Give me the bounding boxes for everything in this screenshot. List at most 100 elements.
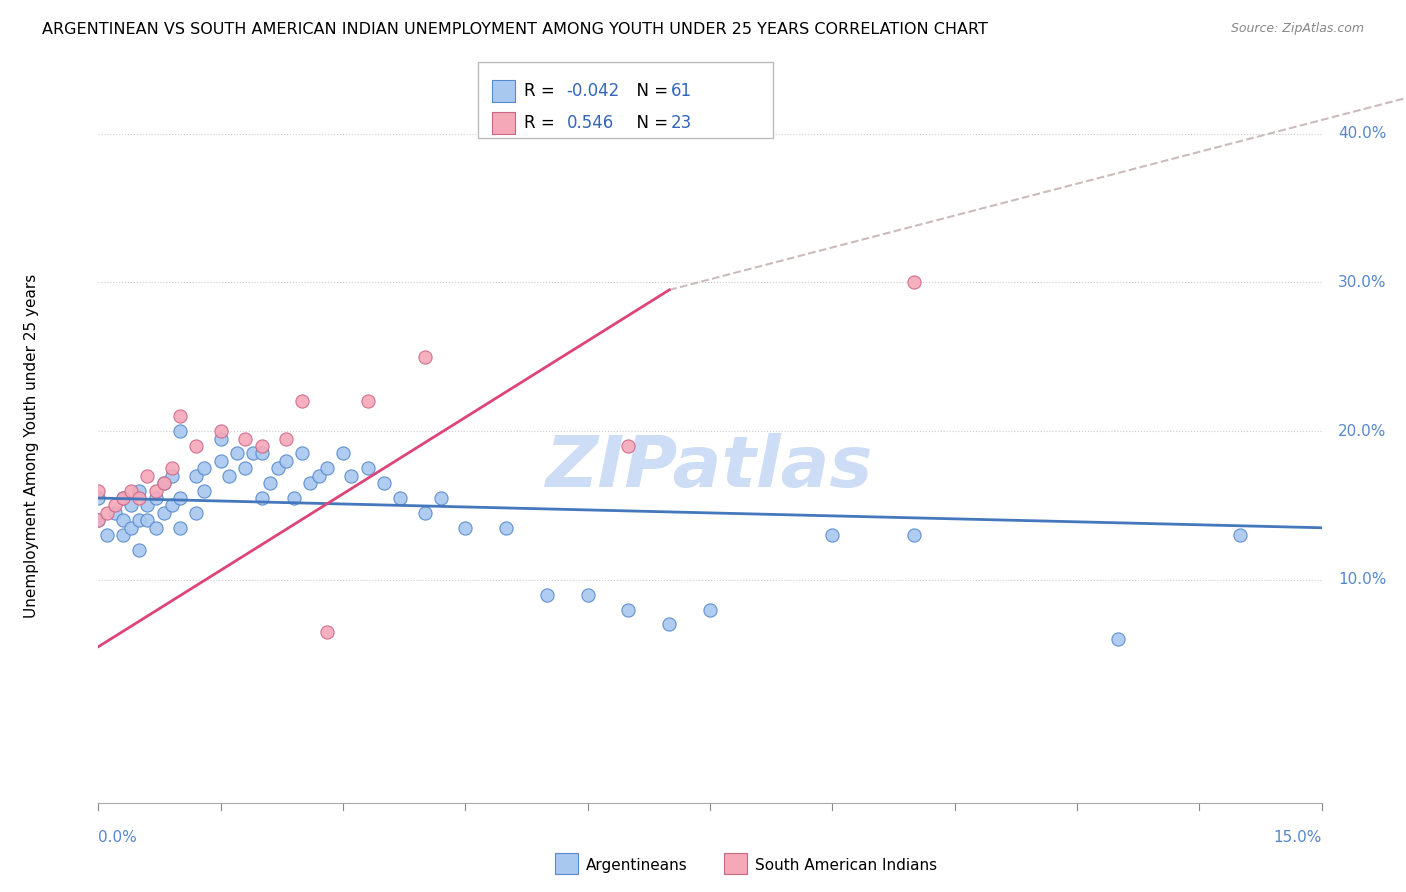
Point	[111, 513, 134, 527]
Text: 61: 61	[671, 82, 692, 100]
Point	[218, 468, 240, 483]
Point	[87, 513, 110, 527]
Text: 20.0%: 20.0%	[1339, 424, 1386, 439]
Point	[617, 602, 640, 616]
Point	[145, 491, 167, 505]
Point	[291, 446, 314, 460]
Text: 30.0%: 30.0%	[1339, 275, 1386, 290]
Point	[104, 506, 127, 520]
Point	[136, 468, 159, 483]
Text: Unemployment Among Youth under 25 years: Unemployment Among Youth under 25 years	[24, 274, 38, 618]
Point	[617, 439, 640, 453]
Point	[658, 617, 681, 632]
Point	[87, 513, 110, 527]
Point	[356, 461, 378, 475]
Point	[160, 499, 183, 513]
Point	[373, 476, 395, 491]
Point	[233, 461, 256, 475]
Point	[576, 588, 599, 602]
Point	[1107, 632, 1129, 647]
Text: ARGENTINEAN VS SOUTH AMERICAN INDIAN UNEMPLOYMENT AMONG YOUTH UNDER 25 YEARS COR: ARGENTINEAN VS SOUTH AMERICAN INDIAN UNE…	[42, 22, 988, 37]
Point	[87, 483, 110, 498]
Point	[356, 394, 378, 409]
Point	[136, 499, 159, 513]
Point	[145, 483, 167, 498]
Point	[193, 461, 215, 475]
Text: ZIPatlas: ZIPatlas	[547, 433, 873, 502]
Point	[209, 424, 232, 438]
Point	[160, 468, 183, 483]
Text: N =: N =	[626, 82, 673, 100]
Text: R =: R =	[524, 82, 561, 100]
Point	[274, 454, 297, 468]
Point	[128, 513, 150, 527]
Point	[120, 499, 142, 513]
Point	[821, 528, 844, 542]
Point	[128, 543, 150, 558]
Point	[160, 461, 183, 475]
Point	[120, 483, 142, 498]
Point	[186, 468, 208, 483]
Point	[274, 432, 297, 446]
Point	[413, 350, 436, 364]
Point	[209, 432, 232, 446]
Point	[315, 624, 337, 639]
Point	[903, 276, 925, 290]
Text: 40.0%: 40.0%	[1339, 127, 1386, 141]
Point	[1229, 528, 1251, 542]
Point	[152, 476, 174, 491]
Point	[145, 521, 167, 535]
Text: R =: R =	[524, 114, 561, 132]
Point	[413, 506, 436, 520]
Point	[250, 439, 273, 453]
Text: 10.0%: 10.0%	[1339, 573, 1386, 587]
Point	[389, 491, 412, 505]
Point	[903, 528, 925, 542]
Point	[242, 446, 264, 460]
Text: -0.042: -0.042	[567, 82, 620, 100]
Point	[250, 491, 273, 505]
Point	[186, 439, 208, 453]
Point	[259, 476, 281, 491]
Point	[169, 424, 191, 438]
Point	[193, 483, 215, 498]
Point	[250, 446, 273, 460]
Point	[169, 521, 191, 535]
Point	[233, 432, 256, 446]
Text: Argentineans: Argentineans	[586, 858, 688, 872]
Text: 0.546: 0.546	[567, 114, 614, 132]
Point	[87, 491, 110, 505]
Point	[169, 491, 191, 505]
Point	[111, 491, 134, 505]
Point	[186, 506, 208, 520]
Point	[128, 483, 150, 498]
Point	[536, 588, 558, 602]
Point	[111, 528, 134, 542]
Point	[495, 521, 517, 535]
Point	[226, 446, 249, 460]
Point	[111, 491, 134, 505]
Point	[96, 528, 118, 542]
Point	[308, 468, 330, 483]
Point	[152, 506, 174, 520]
Point	[120, 521, 142, 535]
Point	[332, 446, 354, 460]
Text: N =: N =	[626, 114, 673, 132]
Text: 15.0%: 15.0%	[1274, 830, 1322, 845]
Point	[454, 521, 477, 535]
Point	[430, 491, 453, 505]
Point	[104, 499, 127, 513]
Text: 0.0%: 0.0%	[98, 830, 138, 845]
Point	[96, 506, 118, 520]
Point	[299, 476, 322, 491]
Point	[128, 491, 150, 505]
Point	[209, 454, 232, 468]
Text: 23: 23	[671, 114, 692, 132]
Point	[699, 602, 721, 616]
Point	[152, 476, 174, 491]
Point	[291, 394, 314, 409]
Point	[136, 513, 159, 527]
Point	[340, 468, 363, 483]
Text: South American Indians: South American Indians	[755, 858, 938, 872]
Point	[315, 461, 337, 475]
